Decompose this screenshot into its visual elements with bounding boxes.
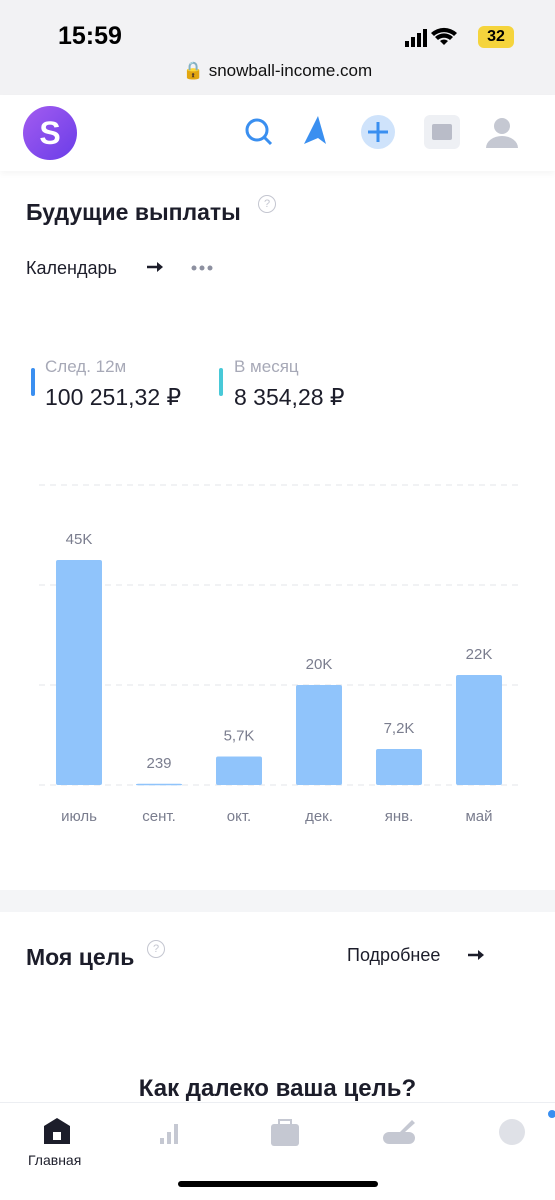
x-tick-label: дек. bbox=[305, 808, 333, 825]
clock: 15:59 bbox=[58, 22, 122, 50]
arrow-and-menu[interactable] bbox=[145, 258, 225, 278]
logo[interactable]: S bbox=[23, 106, 77, 160]
bar bbox=[376, 749, 422, 785]
url[interactable]: 🔒 snowball-income.com bbox=[182, 61, 373, 80]
goal-question: Как далеко ваша цель? bbox=[138, 1075, 417, 1102]
help-icon[interactable]: ? bbox=[258, 195, 276, 213]
x-tick-label: сент. bbox=[142, 808, 176, 825]
bar bbox=[56, 560, 102, 785]
value-label: 5,7K bbox=[224, 728, 255, 745]
value-label: 20K bbox=[306, 656, 333, 673]
bar bbox=[216, 756, 262, 785]
calendar-link[interactable]: Календарь bbox=[26, 258, 117, 278]
stat-marker bbox=[219, 368, 223, 396]
stat-value: 8 354,28 ₽ bbox=[234, 384, 345, 410]
header bbox=[0, 95, 555, 171]
section-title: Моя цель bbox=[26, 944, 135, 970]
home-indicator bbox=[178, 1181, 378, 1187]
url-text: snowball-income.com bbox=[208, 61, 373, 80]
arrow[interactable] bbox=[466, 946, 488, 964]
x-tick-label: янв. bbox=[385, 808, 414, 825]
x-tick-label: окт. bbox=[227, 808, 251, 825]
battery: 32 bbox=[478, 26, 514, 48]
x-tick-label: июль bbox=[61, 808, 97, 825]
separator bbox=[0, 890, 555, 912]
status-bar bbox=[0, 0, 555, 96]
details-link[interactable]: Подробнее bbox=[347, 945, 441, 965]
tab-icons[interactable] bbox=[0, 1110, 555, 1160]
tab-label[interactable]: Главная bbox=[28, 1152, 82, 1168]
stat-value: 100 251,32 ₽ bbox=[45, 384, 182, 410]
value-label: 239 bbox=[146, 755, 171, 772]
stat-marker bbox=[31, 368, 35, 396]
bar bbox=[296, 685, 342, 785]
value-label: 45K bbox=[66, 531, 93, 548]
x-tick-label: май bbox=[465, 808, 492, 825]
help-icon[interactable]: ? bbox=[147, 940, 165, 958]
bar bbox=[456, 675, 502, 785]
bar-chart: июль 45K сент. 239 окт. 5,7K дек. 20K янв. 7,2K ма… bbox=[39, 484, 519, 825]
header-icons[interactable] bbox=[240, 112, 530, 152]
value-label: 22K bbox=[466, 646, 493, 663]
bar bbox=[136, 783, 182, 786]
stat-label: В месяц bbox=[234, 357, 299, 376]
stat-label: След. 12м bbox=[45, 357, 127, 376]
value-label: 7,2K bbox=[384, 720, 415, 737]
signal-wifi bbox=[405, 27, 457, 47]
section-title: Будущие выплаты bbox=[26, 199, 241, 225]
